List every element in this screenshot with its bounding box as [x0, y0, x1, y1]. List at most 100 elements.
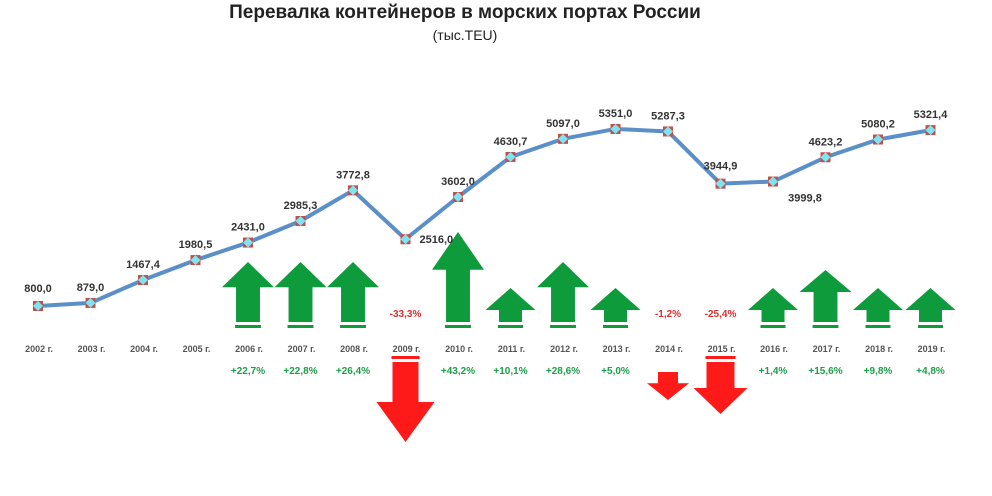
value-label: 4623,2	[809, 136, 843, 148]
change-percent-label: -1,2%	[655, 309, 681, 320]
data-point	[85, 297, 96, 308]
data-point	[925, 125, 936, 136]
value-label: 1467,4	[126, 259, 161, 271]
value-label: 3602,0	[441, 176, 475, 188]
data-point	[138, 275, 148, 286]
data-point	[190, 255, 201, 266]
value-label: 5287,3	[651, 110, 685, 122]
data-point	[558, 133, 568, 144]
data-point	[400, 234, 411, 245]
data-point	[715, 178, 726, 189]
chart-title: Перевалка контейнеров в морских портах Р…	[229, 2, 701, 23]
x-tick-label: 2013 г.	[603, 344, 631, 354]
change-percent-label: +22,7%	[231, 366, 265, 377]
up-arrow-base	[445, 325, 471, 328]
value-label: 3772,8	[336, 169, 370, 181]
x-tick-label: 2002 г.	[25, 344, 53, 354]
data-point	[505, 151, 516, 162]
data-point	[243, 237, 253, 248]
x-tick-label: 2007 г.	[288, 344, 316, 354]
data-point	[820, 152, 831, 163]
x-tick-label: 2008 г.	[340, 344, 368, 354]
change-percent-label: +9,8%	[864, 366, 893, 377]
change-percent-label: +43,2%	[441, 366, 475, 377]
change-percent-label: +28,6%	[546, 366, 580, 377]
change-percent-label: +1,4%	[759, 366, 788, 377]
x-tick-label: 2019 г.	[918, 344, 946, 354]
change-percent-label: +15,6%	[808, 366, 842, 377]
value-label: 4630,7	[494, 136, 528, 148]
chart-subtitle: (тыс.TEU)	[432, 27, 498, 43]
up-arrow-icon	[590, 288, 641, 322]
data-point	[453, 192, 463, 203]
value-label: 3944,9	[704, 161, 738, 173]
up-arrow-icon	[853, 288, 903, 322]
data-point	[768, 176, 778, 187]
throughput-line	[37, 126, 931, 308]
x-tick-label: 2018 г.	[865, 344, 893, 354]
x-tick-label: 2016 г.	[760, 344, 788, 354]
change-percent-label: +26,4%	[336, 366, 370, 377]
change-labels: +22,7% +22,8% +26,4% -33,3% +43,2% +10,1% +28,…	[231, 309, 945, 377]
value-label: 5351,0	[599, 108, 633, 120]
change-arrows	[222, 232, 956, 442]
data-markers	[33, 123, 936, 311]
data-point	[348, 185, 358, 196]
up-arrow-base	[812, 325, 839, 328]
data-point	[610, 123, 621, 134]
down-arrow-base	[705, 356, 736, 359]
up-arrow-icon	[799, 270, 852, 322]
x-tick-label: 2004 г.	[130, 344, 158, 354]
value-label: 2516,0	[420, 234, 454, 246]
down-arrow-icon	[693, 362, 748, 414]
value-label: 5080,2	[861, 119, 895, 131]
up-arrow-base	[235, 325, 261, 328]
value-label: 800,0	[24, 283, 52, 295]
up-arrow-icon	[905, 288, 956, 322]
data-point	[33, 301, 43, 311]
x-tick-label: 2006 г.	[235, 344, 263, 354]
data-point	[873, 134, 883, 145]
up-arrow-base	[760, 325, 786, 328]
value-label: 5321,4	[914, 109, 949, 121]
x-tick-label: 2005 г.	[183, 344, 211, 354]
x-tick-label: 2014 г.	[655, 344, 683, 354]
value-labels: 800,0 879,0 1467,4 1980,5 2431,0 2985,3 3772,8…	[24, 108, 948, 295]
up-arrow-base	[865, 325, 891, 328]
value-label: 5097,0	[546, 118, 580, 130]
x-tick-label: 2015 г.	[708, 344, 736, 354]
value-label: 2431,0	[231, 222, 265, 234]
up-arrow-icon	[537, 262, 589, 322]
change-percent-label: -25,4%	[705, 309, 737, 320]
change-percent-label: +10,1%	[493, 366, 527, 377]
year-axis: 2002 г. 2003 г. 2004 г. 2005 г. 2006 г. 2007 …	[25, 344, 945, 354]
up-arrow-base	[550, 325, 576, 328]
x-tick-label: 2017 г.	[813, 344, 841, 354]
up-arrow-base	[498, 325, 523, 328]
change-percent-label: +5,0%	[601, 366, 630, 377]
up-arrow-icon	[432, 232, 484, 322]
up-arrow-icon	[222, 262, 274, 322]
change-percent-label: +22,8%	[283, 366, 317, 377]
x-tick-label: 2012 г.	[550, 344, 578, 354]
x-tick-label: 2011 г.	[498, 344, 525, 354]
change-percent-label: +4,8%	[916, 366, 945, 377]
up-arrow-icon	[485, 288, 536, 322]
value-label: 879,0	[77, 282, 105, 294]
up-arrow-icon	[748, 288, 798, 322]
value-label: 3999,8	[788, 193, 822, 205]
series-line	[37, 126, 931, 308]
up-arrow-base	[287, 325, 314, 328]
down-arrow-icon	[376, 362, 435, 442]
up-arrow-base	[918, 325, 943, 328]
value-label: 2985,3	[284, 200, 318, 212]
data-point	[663, 126, 673, 137]
value-label: 1980,5	[179, 239, 213, 251]
change-percent-label: -33,3%	[390, 309, 422, 320]
down-arrow-icon	[647, 372, 689, 400]
up-arrow-icon	[274, 262, 327, 322]
x-tick-label: 2003 г.	[78, 344, 106, 354]
up-arrow-base	[340, 325, 366, 328]
up-arrow-icon	[327, 262, 379, 322]
